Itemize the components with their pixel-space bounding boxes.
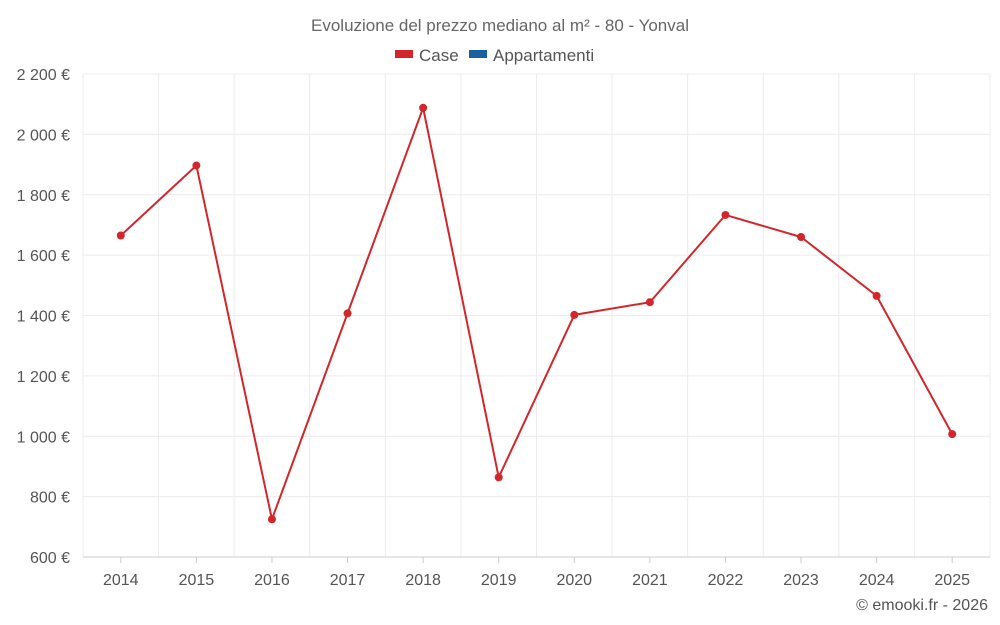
data-point-case[interactable] [645,298,654,307]
data-point-case[interactable] [116,231,125,240]
data-point-case[interactable] [872,291,881,300]
data-point-case[interactable] [419,103,428,112]
chart-title: Evoluzione del prezzo mediano al m² - 80… [311,16,689,35]
x-tick-label: 2023 [783,572,819,589]
y-tick-label: 2 000 € [17,127,70,144]
x-tick-label: 2015 [179,572,215,589]
y-tick-label: 2 200 € [17,67,70,84]
y-tick-label: 800 € [30,490,70,507]
data-point-case[interactable] [192,161,201,170]
x-tick-label: 2020 [556,572,592,589]
x-tick-label: 2014 [103,572,139,589]
credit-text: © emooki.fr - 2026 [856,597,988,614]
legend-label-case: Case [419,46,459,65]
series-line-case [120,106,954,521]
series-case [116,103,957,524]
x-tick-label: 2021 [632,572,668,589]
y-tick-label: 600 € [30,550,70,567]
legend-item-case[interactable]: Case [395,46,459,65]
x-tick-label: 2025 [934,572,970,589]
data-point-case[interactable] [267,515,276,524]
x-axis: 2014 2015 2016 2017 2018 2019 2020 2021 2022 2023… [83,556,990,589]
y-tick-label: 1 800 € [17,188,70,205]
x-tick-label: 2017 [330,572,366,589]
data-point-case[interactable] [343,309,352,318]
x-tick-label: 2018 [405,572,441,589]
y-tick-label: 1 400 € [17,309,70,326]
data-point-case[interactable] [494,473,503,482]
data-point-case[interactable] [721,210,730,219]
y-tick-label: 1 200 € [17,369,70,386]
x-tick-label: 2019 [481,572,517,589]
data-point-case[interactable] [948,430,957,439]
x-tick-label: 2024 [859,572,895,589]
x-tick-label: 2016 [254,572,290,589]
data-point-case[interactable] [797,233,806,242]
x-tick-label: 2022 [708,572,744,589]
grid [82,73,991,557]
y-tick-label: 1 000 € [17,429,70,446]
legend-label-appartamenti: Appartamenti [493,46,594,65]
y-tick-label: 1 600 € [17,248,70,265]
legend-swatch-case [395,50,413,58]
y-axis: 600 € 800 € 1 000 € 1 200 € 1 400 € 1 600 € 1 … [17,67,70,567]
legend: Case Appartamenti [395,46,594,65]
legend-item-appartamenti[interactable]: Appartamenti [469,46,594,65]
legend-swatch-appartamenti [469,50,487,58]
data-point-case[interactable] [570,310,579,319]
